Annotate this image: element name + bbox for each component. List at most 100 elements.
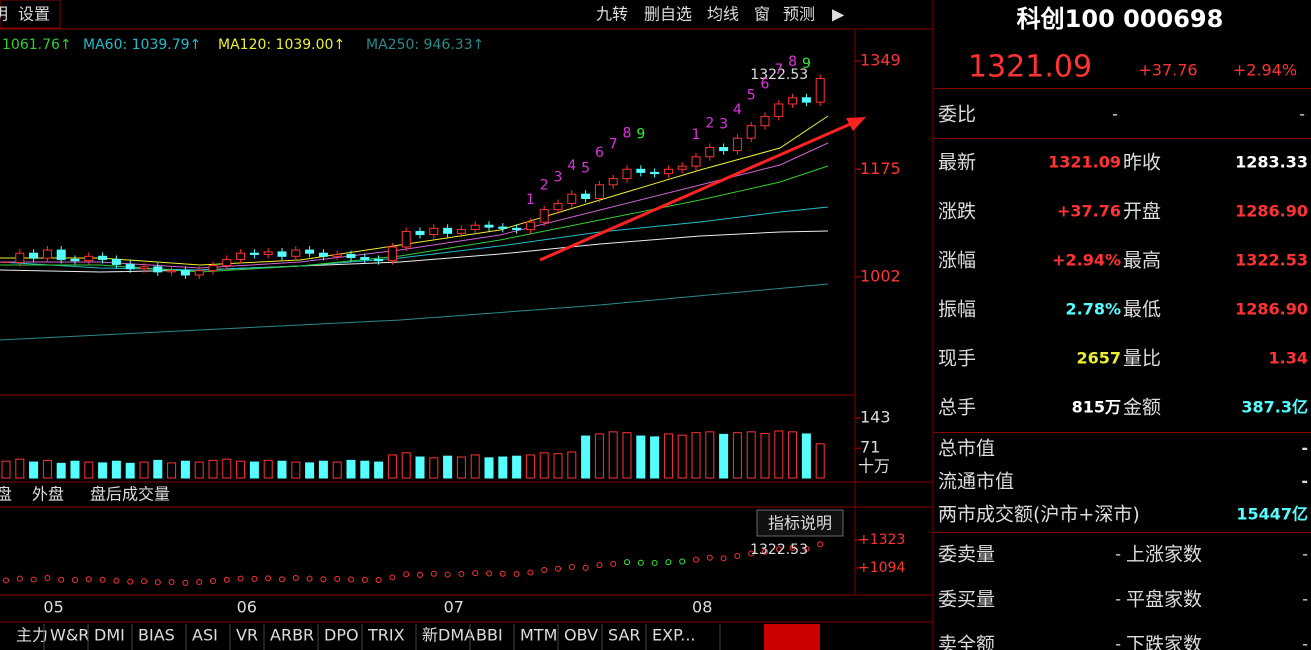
indicator-tab[interactable]: W&R	[50, 626, 89, 645]
value: 387.3亿	[1241, 398, 1308, 417]
value: -	[1302, 590, 1308, 609]
td-label: 7	[774, 62, 783, 78]
candle	[774, 103, 784, 117]
value: -	[1301, 472, 1308, 491]
toolbar-item[interactable]: 预测	[783, 5, 815, 24]
volume-bar	[774, 430, 784, 479]
sar-dot	[113, 577, 120, 584]
indicator-tab[interactable]: VR	[236, 626, 258, 645]
sub-tab[interactable]: 盘后成交量	[90, 485, 170, 504]
sar-dot	[320, 576, 327, 583]
label: 昨收	[1123, 152, 1161, 174]
indicator-tab[interactable]: ASI	[192, 626, 218, 645]
candle	[815, 77, 825, 103]
candle	[277, 251, 287, 257]
value: 15447亿	[1236, 505, 1308, 524]
indicator-tab[interactable]: DMI	[94, 626, 125, 645]
candle	[29, 252, 39, 259]
sub-tab[interactable]: 盘	[0, 485, 12, 504]
indicator-tab[interactable]: SAR	[608, 626, 641, 645]
value: +2.94%	[1052, 251, 1121, 270]
label: 卖全额	[938, 634, 995, 650]
volume-bar	[650, 436, 660, 479]
sar-dot	[196, 579, 203, 586]
label: 委比	[938, 104, 976, 126]
trend-arrow	[539, 120, 856, 262]
y-tick-label: 1002	[860, 266, 901, 285]
volume-bar	[677, 434, 687, 479]
candle	[581, 193, 591, 199]
toolbar-item[interactable]: 设置	[18, 5, 50, 24]
sar-dot	[265, 575, 272, 582]
sar-dot	[210, 578, 216, 585]
sar-dot	[720, 555, 727, 562]
sub-tab[interactable]: 外盘	[32, 485, 64, 504]
toolbar-left	[0, 0, 61, 29]
indicator-tab[interactable]: EXP...	[652, 626, 695, 645]
sar-dot	[513, 570, 520, 577]
candle	[332, 253, 342, 257]
indicator-tab[interactable]: BBI	[476, 626, 503, 645]
toolbar-item[interactable]: 九转	[596, 5, 628, 24]
sar-dot	[430, 570, 437, 577]
toolbar-item[interactable]: 窗	[754, 5, 770, 24]
candle	[650, 171, 660, 175]
indicator-tab[interactable]: DPO	[324, 626, 359, 645]
sar-dot	[458, 570, 465, 577]
volume-bar	[236, 460, 246, 479]
separator	[933, 532, 1311, 533]
indicator-tab[interactable]: BIAS	[138, 626, 175, 645]
sar-dot	[803, 545, 810, 552]
sar-dot	[817, 541, 824, 548]
toolbar-item[interactable]: 明	[0, 5, 8, 24]
volume-bar	[346, 459, 356, 479]
sar-dot	[403, 571, 410, 578]
sar-dot	[679, 558, 686, 565]
sar-dot	[251, 575, 258, 582]
volume-bar	[401, 452, 411, 479]
volume-bar	[443, 455, 453, 479]
candle	[498, 226, 508, 229]
candle	[70, 258, 80, 262]
candle	[222, 258, 232, 267]
indicator-button[interactable]	[756, 509, 844, 537]
candle	[387, 246, 397, 262]
volume-bar	[167, 462, 177, 479]
sar-dot	[16, 575, 23, 582]
volume-bar	[1, 460, 11, 479]
volume-bar	[691, 432, 701, 479]
candle	[194, 270, 204, 276]
price: 1321.09	[968, 50, 1092, 85]
label: 涨幅	[938, 250, 976, 272]
candle	[746, 125, 756, 139]
volume-bar	[387, 454, 397, 479]
indicator-tab[interactable]: OBV	[564, 626, 598, 645]
sar-dot	[141, 578, 147, 585]
sar-dot	[734, 552, 741, 559]
sar-dot	[3, 577, 9, 584]
indicator-tab[interactable]: TRIX	[367, 626, 405, 645]
sar-dot	[665, 559, 672, 566]
arrow-head	[846, 117, 866, 131]
candle	[374, 258, 384, 262]
volume-bar	[788, 431, 798, 479]
sar-dot	[168, 579, 175, 586]
sar-dot	[693, 556, 699, 563]
candle	[788, 97, 798, 105]
value: 1286.90	[1235, 202, 1308, 221]
indicator-tab[interactable]: 新DMA	[422, 626, 475, 645]
indicator-tab[interactable]: 主力	[16, 626, 48, 645]
toolbar-item[interactable]: 均线	[707, 5, 739, 24]
x-tick-label: 07	[444, 598, 464, 617]
candle	[456, 229, 466, 234]
toolbar-item[interactable]: 删自选	[644, 5, 692, 24]
indicator-tab[interactable]: ARBR	[270, 626, 314, 645]
candle	[429, 227, 439, 236]
volume-bar	[249, 461, 259, 479]
toolbar-icon: ▶	[832, 5, 845, 24]
sar-dot	[568, 563, 575, 570]
label: 最高	[1123, 250, 1161, 272]
ma250-line	[0, 283, 829, 341]
sar-dot	[306, 575, 313, 582]
indicator-tab[interactable]: MTM	[520, 626, 557, 645]
